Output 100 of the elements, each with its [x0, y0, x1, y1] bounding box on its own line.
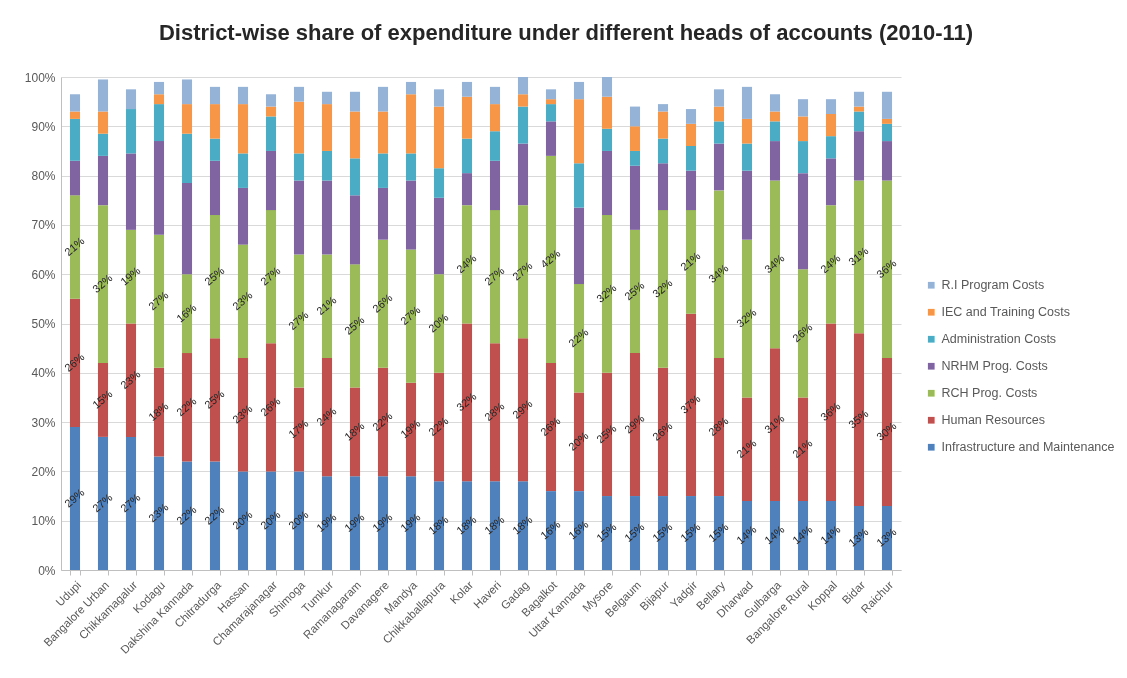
bar [517, 106, 529, 144]
legend-label: R.I Program Costs [941, 278, 1045, 293]
bar [377, 86, 389, 112]
data-label: 32% [594, 281, 619, 305]
bar [209, 104, 221, 139]
bar [545, 121, 557, 156]
bar [769, 121, 781, 142]
bar [713, 121, 725, 144]
bar [685, 146, 697, 171]
bar [405, 153, 417, 181]
data-label: 19% [370, 510, 395, 535]
bar [601, 77, 613, 97]
data-label: 37% [678, 392, 703, 416]
bar [69, 160, 81, 196]
legend-label: Infrastructure and Maintenance [941, 440, 1115, 455]
data-label: 19% [342, 510, 367, 535]
data-label: 21% [734, 436, 759, 461]
bar [153, 104, 165, 142]
y-tick-label: 0% [38, 563, 56, 578]
data-label: 22% [174, 394, 199, 419]
data-label: 36% [818, 399, 843, 424]
bar [377, 153, 389, 188]
data-label: 23% [118, 367, 143, 392]
data-label: 28% [482, 399, 507, 424]
bar [69, 111, 81, 119]
bar [825, 158, 837, 206]
bar [545, 99, 557, 105]
y-tick-label: 40% [31, 366, 56, 381]
data-label: 21% [314, 293, 339, 318]
bar [797, 116, 809, 142]
data-label: 14% [790, 522, 815, 547]
bar [573, 163, 585, 208]
bar [461, 81, 473, 97]
data-label: 21% [62, 234, 87, 258]
bar [629, 150, 641, 166]
bar [461, 96, 473, 139]
bar [713, 143, 725, 191]
bar [741, 118, 753, 144]
bar [741, 86, 753, 119]
y-tick-label: 60% [31, 267, 56, 282]
bar [685, 123, 697, 147]
bar [685, 109, 697, 124]
bar [657, 111, 669, 139]
data-label: 27% [118, 490, 143, 515]
data-label: 32% [90, 271, 115, 295]
bar [97, 133, 109, 156]
legend-label: Human Resources [941, 413, 1046, 428]
bar [265, 106, 277, 117]
bar [657, 104, 669, 112]
data-label: 14% [762, 522, 787, 547]
bar [209, 138, 221, 161]
bar [461, 173, 473, 206]
data-label: 23% [146, 500, 171, 525]
bar [545, 89, 557, 100]
bar [489, 160, 501, 211]
data-label: 13% [846, 525, 871, 549]
data-label: 34% [706, 261, 731, 286]
data-label: 24% [818, 251, 843, 276]
data-label: 15% [90, 387, 115, 411]
data-label: 27% [146, 288, 171, 313]
bar [349, 195, 361, 265]
bar [489, 104, 501, 132]
bar [237, 86, 249, 105]
bar [181, 104, 193, 134]
bar [769, 141, 781, 181]
bar [293, 180, 305, 255]
bar [433, 168, 445, 198]
data-label: 17% [286, 416, 311, 441]
bar [405, 180, 417, 250]
data-label: 25% [202, 387, 227, 411]
data-label: 30% [874, 419, 899, 443]
bar [741, 170, 753, 240]
data-label: 15% [594, 520, 619, 544]
bar [853, 131, 865, 181]
bar [97, 79, 109, 112]
bar [265, 94, 277, 107]
bar [69, 94, 81, 112]
data-label: 35% [846, 407, 871, 431]
bar [517, 143, 529, 206]
bar [629, 106, 641, 127]
bar [881, 118, 893, 124]
data-label: 26% [258, 394, 283, 419]
bar [853, 91, 865, 107]
data-label: 22% [426, 414, 451, 438]
bar [153, 94, 165, 105]
bar [321, 91, 333, 105]
bar [685, 170, 697, 211]
bar [433, 106, 445, 169]
y-tick-label: 50% [31, 317, 56, 331]
bar [321, 104, 333, 151]
bar [209, 86, 221, 105]
data-label: 18% [342, 419, 367, 443]
data-label: 36% [874, 256, 899, 281]
bar [797, 99, 809, 117]
bar [69, 118, 81, 161]
y-tick-label: 80% [31, 169, 56, 184]
bar [573, 207, 585, 285]
legend-label: IEC and Training Costs [941, 305, 1071, 320]
bar [797, 173, 809, 270]
data-label: 26% [790, 320, 815, 345]
